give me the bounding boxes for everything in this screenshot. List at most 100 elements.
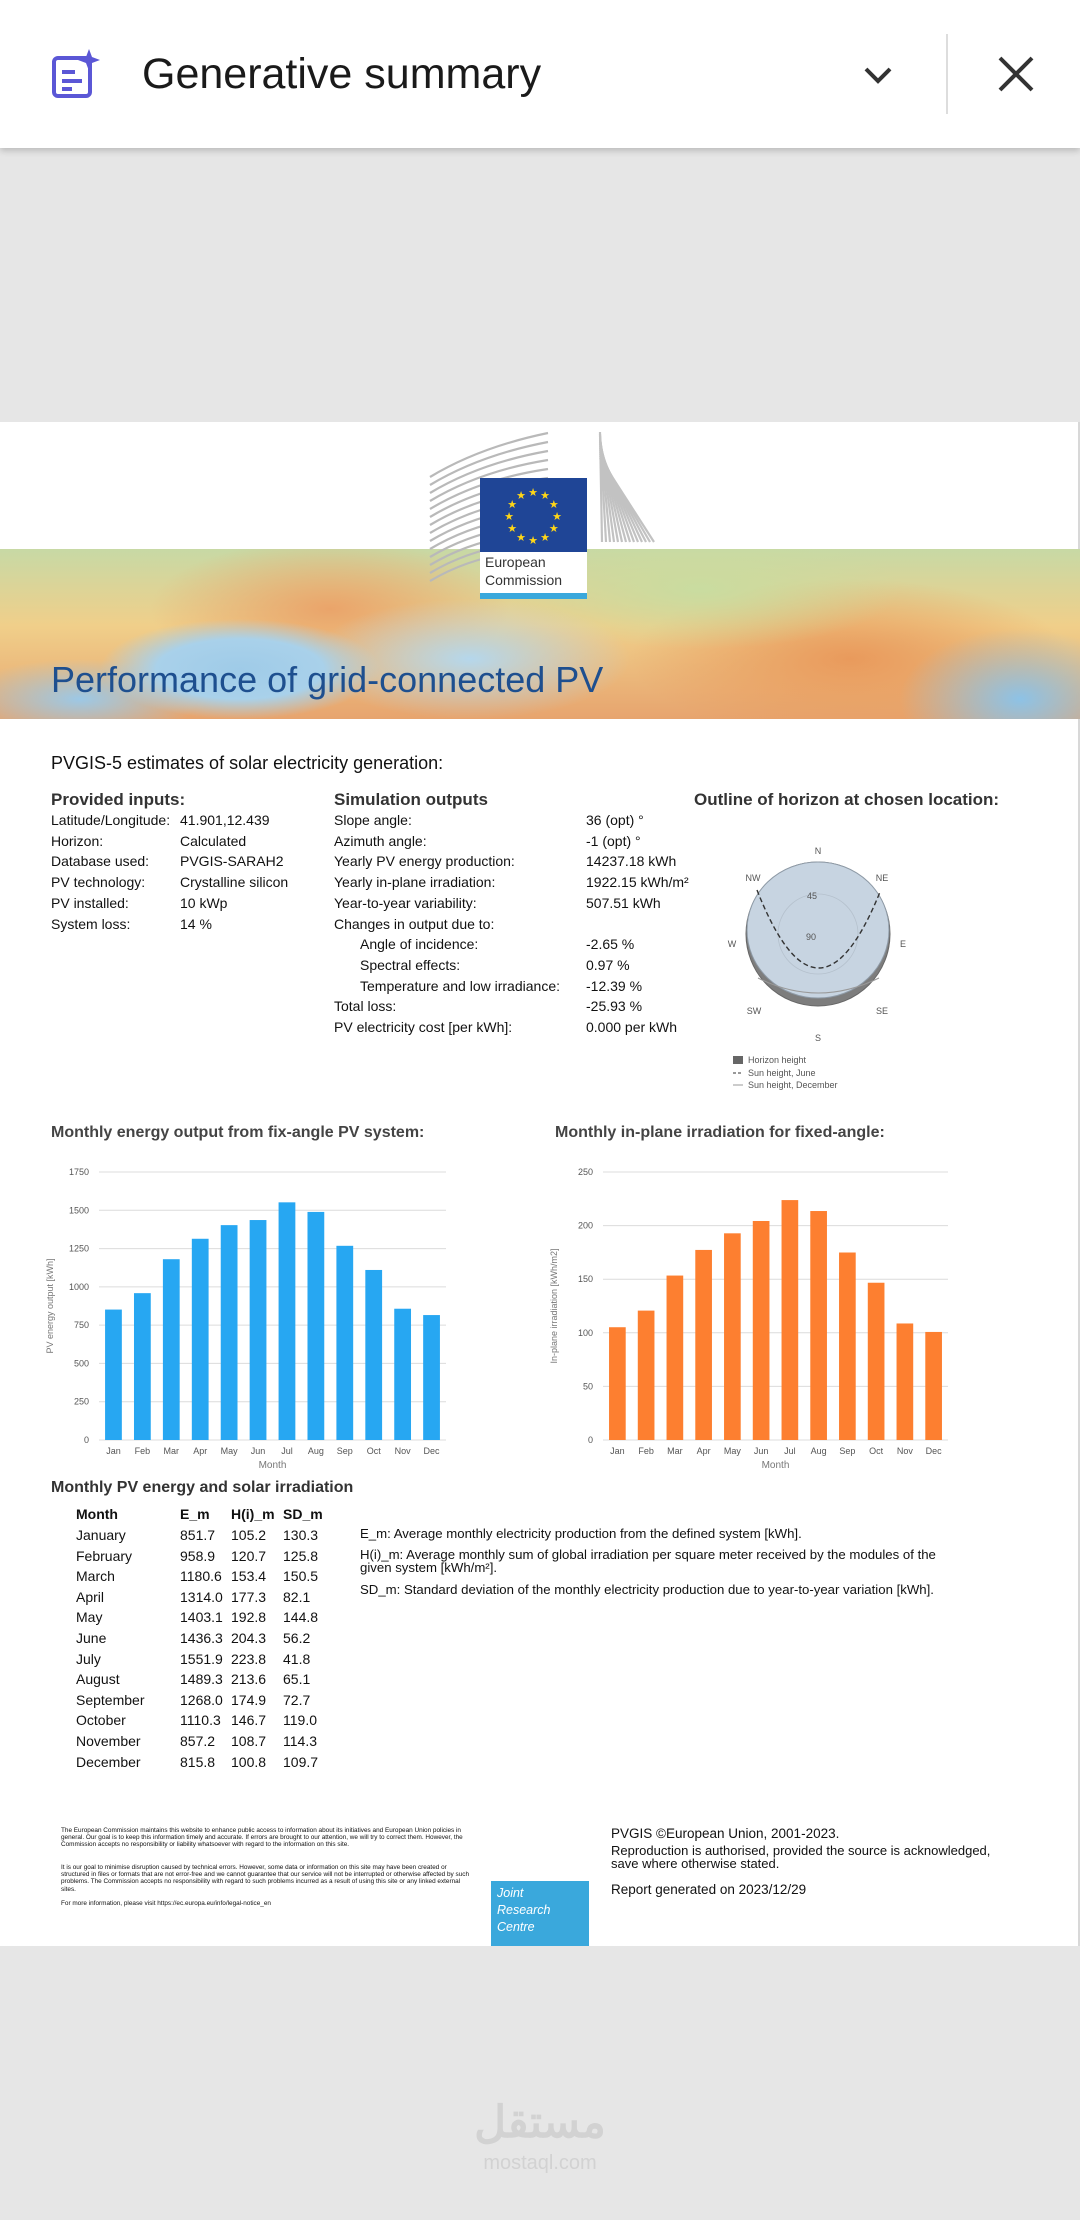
bar <box>752 1220 770 1440</box>
table-cell: 41.8 <box>283 1650 311 1667</box>
reproduction: Reproduction is authorised, provided the… <box>611 1843 991 1858</box>
logo-star: ★ <box>549 499 559 511</box>
x-tick-label: May <box>221 1446 239 1456</box>
y-axis-label: PV energy output [kWh] <box>45 1258 55 1353</box>
y-tick-label: 100 <box>578 1328 593 1338</box>
x-tick-label: Jun <box>754 1446 769 1456</box>
x-tick-label: Mar <box>667 1446 683 1456</box>
jrc-text: Research <box>497 1903 551 1917</box>
table-cell: 1551.9 <box>180 1650 223 1667</box>
bar <box>867 1282 885 1440</box>
direction-label: N <box>815 846 822 856</box>
x-tick-label: Feb <box>638 1446 654 1456</box>
table-cell: 108.7 <box>231 1733 267 1749</box>
input-value: Crystalline silicon <box>180 874 289 891</box>
y-tick-label: 200 <box>578 1221 593 1231</box>
report-date: Report generated on 2023/12/29 <box>611 1882 807 1897</box>
input-value: PVGIS-SARAH2 <box>180 853 284 870</box>
chart-title: Monthly in-plane irradiation for fixed-a… <box>555 1124 885 1141</box>
input-value: 10 kWp <box>180 894 228 911</box>
table-header: Month <box>76 1506 118 1522</box>
input-label: Horizon: <box>51 832 104 849</box>
y-tick-label: 1250 <box>69 1244 89 1254</box>
logo-star: ★ <box>528 487 538 499</box>
table-cell: 105.2 <box>231 1527 267 1543</box>
elevation-label: 45 <box>807 891 817 901</box>
table-cell: 177.3 <box>231 1588 267 1605</box>
y-tick-label: 250 <box>74 1397 89 1407</box>
table-note: E_m: Average monthly electricity product… <box>360 1526 802 1541</box>
y-tick-label: 0 <box>588 1435 593 1445</box>
x-tick-label: Dec <box>424 1446 441 1456</box>
bar <box>105 1309 122 1440</box>
table-cell: February <box>76 1547 133 1564</box>
bar <box>249 1220 267 1440</box>
table-cell: March <box>76 1568 115 1585</box>
app-bar: Generative summary <box>0 0 1080 148</box>
close-button[interactable] <box>994 52 1038 96</box>
table-cell: December <box>76 1753 141 1770</box>
bar <box>666 1275 684 1440</box>
logo-building-line <box>429 449 549 494</box>
table-cell: 114.3 <box>283 1733 317 1749</box>
jrc-text: Centre <box>497 1920 535 1934</box>
watermark: mostaql.com <box>483 2152 597 2174</box>
disclaimer: The European Commission maintains this w… <box>61 1827 463 1849</box>
direction-label: S <box>815 1033 821 1043</box>
collapse-button[interactable] <box>858 55 898 95</box>
bar <box>162 1259 180 1440</box>
table-cell: 146.7 <box>231 1712 267 1729</box>
horizon-sky <box>746 861 890 999</box>
logo-text: Commission <box>485 572 562 588</box>
chart-title: Monthly energy output from fix-angle PV … <box>51 1124 425 1141</box>
logo-building-line <box>599 457 655 543</box>
table-cell: September <box>76 1691 145 1708</box>
table-cell: 851.7 <box>180 1527 216 1543</box>
sun-june <box>756 889 881 969</box>
table-cell: 125.8 <box>283 1547 319 1564</box>
y-tick-label: 750 <box>74 1320 89 1330</box>
table-cell: 1180.6 <box>180 1568 222 1585</box>
elevation-label: 90 <box>806 932 816 942</box>
logo-star: ★ <box>549 523 559 535</box>
section-heading: Provided inputs: <box>51 790 186 809</box>
output-value: 0.97 % <box>586 956 630 973</box>
section-heading: Outline of horizon at chosen location: <box>694 790 1000 809</box>
logo-star: ★ <box>540 532 550 544</box>
x-tick-label: Jun <box>251 1446 266 1456</box>
table-cell: 213.6 <box>231 1671 267 1688</box>
table-cell: 120.7 <box>231 1547 267 1564</box>
x-tick-label: Oct <box>869 1446 884 1456</box>
sun-december <box>757 977 880 994</box>
table-header: H(i)_m <box>231 1506 275 1522</box>
legend-swatch <box>733 1056 743 1064</box>
disclaimer: For more information, please visit https… <box>61 1900 271 1907</box>
table-cell: January <box>76 1527 126 1543</box>
output-label: Azimuth angle: <box>334 832 427 849</box>
reproduction: save where otherwise stated. <box>611 1856 780 1871</box>
table-cell: November <box>76 1733 141 1749</box>
table-cell: 100.8 <box>231 1753 267 1770</box>
table-cell: 1403.1 <box>180 1609 223 1626</box>
table-cell: July <box>76 1650 101 1667</box>
table-cell: 65.1 <box>283 1671 311 1688</box>
divider <box>946 34 948 114</box>
input-label: PV technology: <box>51 874 146 891</box>
output-label: Angle of incidence: <box>360 936 479 953</box>
bar <box>781 1200 799 1440</box>
input-label: Latitude/Longitude: <box>51 812 171 828</box>
y-axis-label: In-plane irradiation [kWh/m2] <box>549 1248 559 1363</box>
x-tick-label: Aug <box>308 1446 324 1456</box>
y-tick-label: 50 <box>583 1381 593 1391</box>
bar <box>925 1331 942 1440</box>
direction-label: NE <box>876 873 889 883</box>
legend-label: Sun height, June <box>748 1068 816 1078</box>
output-label: Year-to-year variability: <box>334 894 477 911</box>
legend-label: Horizon height <box>748 1055 807 1065</box>
y-tick-label: 250 <box>578 1167 593 1177</box>
section-heading: Monthly PV energy and solar irradiation <box>51 1479 354 1496</box>
x-tick-label: Feb <box>135 1446 151 1456</box>
bar <box>695 1249 712 1440</box>
